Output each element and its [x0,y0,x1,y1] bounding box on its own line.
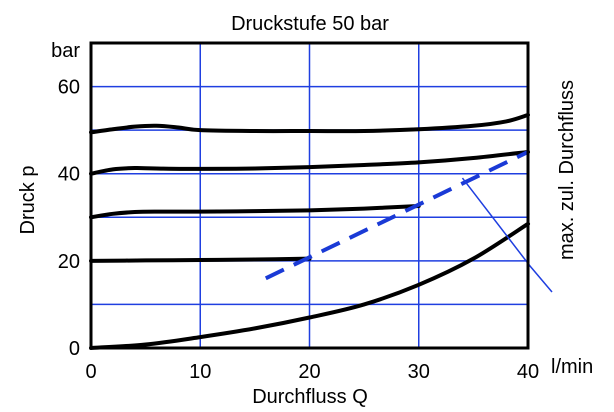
series-line-2 [89,149,530,176]
x-tick-label: 0 [85,361,96,383]
x-axis-label: Durchfluss Q [252,386,368,408]
series-line-3 [89,203,421,220]
series-line-4 [89,256,312,263]
y-unit-label: bar [51,40,80,62]
annotation-leader-line [461,177,553,293]
plot-frame [89,41,530,350]
limit-layer [264,150,553,293]
limit-line [264,150,529,281]
series-layer [89,112,530,350]
x-tick-label: 30 [408,361,430,383]
annotation-label: max. zul. Durchfluss [556,80,578,260]
x-tick-label: 10 [189,361,211,383]
tick-labels: 0 10 20 30 40 0 20 40 60 [58,77,539,383]
y-tick-label: 0 [69,338,80,360]
y-tick-label: 40 [58,164,80,186]
series-line-5 [89,221,530,350]
y-axis-label: Druck p [17,166,39,235]
x-tick-label: 20 [298,361,320,383]
y-tick-label: 60 [58,77,80,99]
grid [90,43,529,349]
series-line-1 [89,112,530,135]
chart-title: Druckstufe 50 bar [231,13,389,35]
x-unit-label: l/min [551,356,593,378]
y-tick-label: 20 [58,251,80,273]
x-tick-label: 40 [517,361,539,383]
